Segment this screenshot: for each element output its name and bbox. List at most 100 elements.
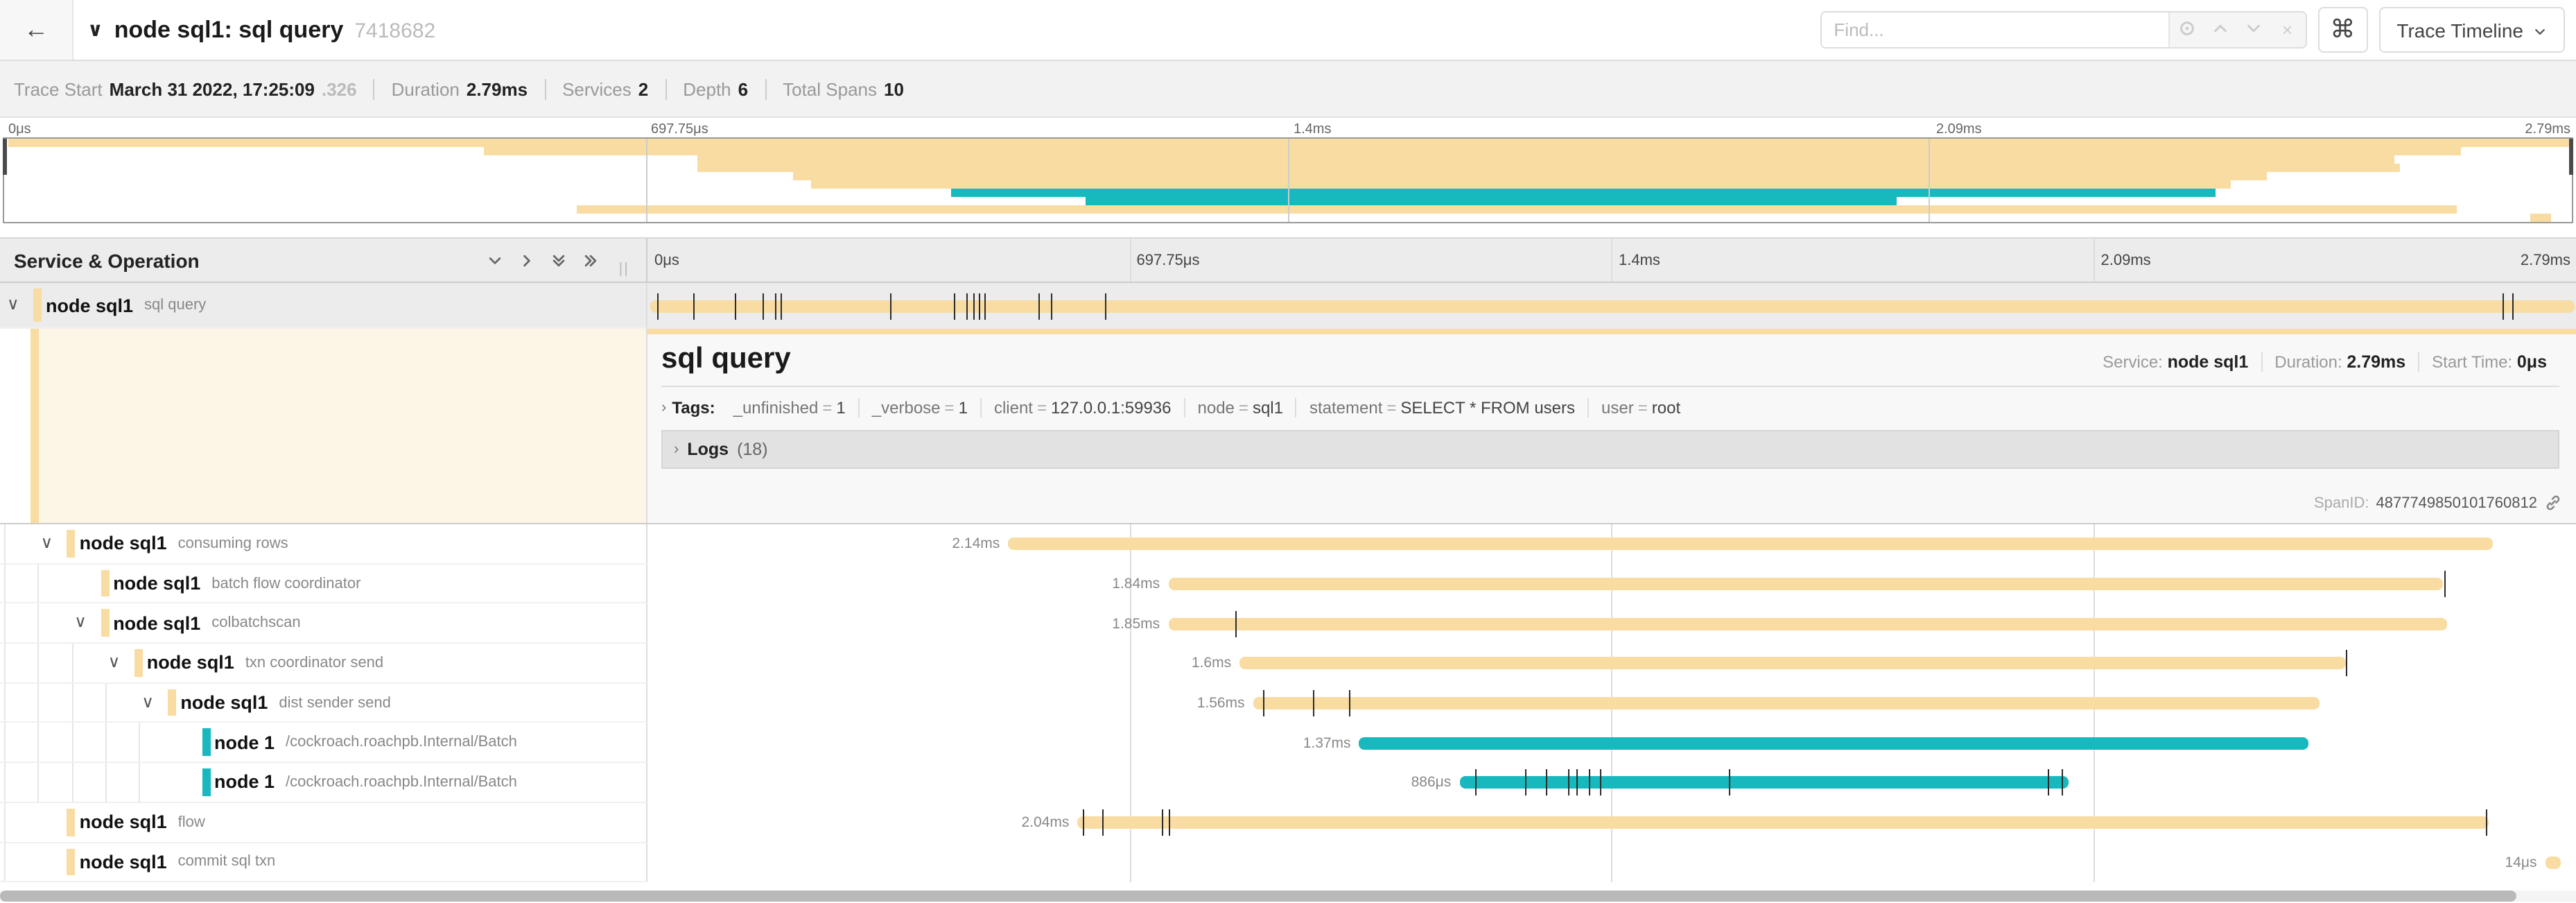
collapse-all-icon[interactable] [551, 252, 568, 268]
log-marker [1102, 809, 1104, 836]
span-bar-cell[interactable]: 1.84ms [647, 564, 2576, 604]
span-bar[interactable] [650, 300, 2575, 312]
span-color-bar [202, 728, 210, 757]
span-service-name: node sql1 [46, 295, 134, 316]
trace-id: 7418682 [354, 19, 436, 42]
span-bar[interactable] [1077, 816, 2489, 829]
log-marker [1262, 690, 1264, 717]
tag[interactable]: _unfinished = 1 [733, 398, 846, 418]
clear-find-icon[interactable]: × [2281, 19, 2292, 40]
log-marker [2444, 571, 2446, 598]
span-tree-row[interactable]: ∨ node sql1 sql query [0, 283, 647, 329]
log-marker [966, 293, 967, 319]
minimap-span-bar [697, 164, 2400, 172]
span-id-value: 4877749850101760812 [2376, 495, 2538, 511]
tag[interactable]: _verbose = 1 [858, 398, 980, 418]
span-row: node sql1 commit sql txn 14μs [0, 843, 2576, 883]
span-bar-cell[interactable]: 2.14ms [647, 524, 2576, 565]
tags-row[interactable]: › Tags: _unfinished = 1 _verbose = 1 client = 12… [661, 398, 2559, 418]
tag[interactable]: statement = SELECT * FROM users [1295, 398, 1587, 418]
span-row: ∨ node sql1 colbatchscan 1.85ms [0, 603, 2576, 644]
span-bar-cell[interactable]: 1.85ms [647, 603, 2576, 644]
log-marker [1349, 690, 1351, 717]
trace-depth: Depth 6 [665, 78, 765, 99]
span-bar[interactable] [1459, 776, 2069, 789]
minimap-left-handle[interactable] [3, 139, 7, 175]
tag[interactable]: user = root [1587, 398, 1693, 418]
span-bar-cell[interactable]: 886μs [647, 763, 2576, 803]
chevron-down-icon[interactable]: ∨ [74, 612, 87, 632]
chevron-down-icon[interactable]: ∨ [7, 294, 19, 313]
span-bar[interactable] [1008, 538, 2494, 551]
chevron-down-icon[interactable]: ∨ [141, 691, 154, 712]
span-bar[interactable] [2545, 856, 2561, 869]
span-detail-title: sql query [661, 343, 791, 375]
span-tree-row[interactable]: node 1/cockroach.roachpb.Internal/Batch [0, 723, 647, 764]
span-bar-cell[interactable] [647, 283, 2576, 329]
log-marker [984, 293, 986, 319]
chevron-down-icon[interactable]: ∨ [107, 651, 121, 671]
trace-title-toggle[interactable]: ∨ node sql1: sql query 7418682 [73, 16, 435, 44]
span-service-name: node sql1 [79, 811, 167, 833]
keyboard-shortcuts-button[interactable]: ⌘ [2317, 7, 2368, 53]
span-tree-row[interactable]: ∨ node sql1 colbatchscan [0, 603, 647, 644]
span-bar[interactable] [1168, 617, 2447, 630]
span-tree-row[interactable]: node sql1 flow [0, 802, 647, 843]
trace-start: Trace Start March 31 2022, 17:25:09.326 [14, 78, 357, 99]
service-operation-header: Service & Operation [14, 249, 200, 271]
span-operation-name: colbatchscan [211, 614, 301, 632]
next-result-icon[interactable] [2244, 19, 2263, 41]
span-bar[interactable] [1239, 657, 2347, 670]
column-resize-grip[interactable]: || [618, 261, 629, 277]
span-duration-label: 1.85ms [1112, 615, 1160, 633]
search-input[interactable] [1821, 12, 2168, 47]
tag[interactable]: node = sql1 [1183, 398, 1296, 418]
span-bar-cell[interactable]: 2.04ms [647, 802, 2576, 843]
span-bar[interactable] [1359, 737, 2308, 750]
trace-services: Services 2 [544, 78, 665, 99]
log-marker [1576, 769, 1578, 796]
collapse-one-icon[interactable] [487, 252, 504, 268]
ruler-tick: 2.09ms [2100, 252, 2151, 268]
span-tree-row[interactable]: node sql1 commit sql txn [0, 843, 647, 883]
chevron-down-icon [2535, 28, 2545, 35]
copy-link-icon[interactable] [2544, 494, 2562, 512]
timeline-ruler: 0μs 697.75μs 1.4ms 2.09ms 2.79ms [647, 239, 2576, 282]
expand-all-icon[interactable] [583, 252, 600, 268]
span-bar-cell[interactable]: 1.37ms [647, 723, 2576, 764]
find-group: × [1820, 11, 2307, 49]
span-operation-name: dist sender send [279, 694, 391, 712]
log-marker [1600, 769, 1602, 796]
tag[interactable]: client = 127.0.0.1:59936 [980, 398, 1184, 418]
ruler-tick: 0μs [8, 122, 31, 137]
span-tree-row[interactable]: ∨ node sql1 txn coordinator send [0, 644, 647, 684]
expand-one-icon[interactable] [519, 252, 536, 268]
horizontal-scrollbar[interactable] [0, 891, 2576, 902]
prev-result-icon[interactable] [2211, 19, 2230, 41]
span-bar-cell[interactable]: 1.56ms [647, 683, 2576, 723]
scrollbar-thumb[interactable] [0, 891, 2517, 902]
span-bar[interactable] [1253, 697, 2320, 710]
span-service-name: node sql1 [146, 652, 234, 673]
tags-label: Tags: [672, 398, 715, 418]
span-tree-row[interactable]: node 1/cockroach.roachpb.Internal/Batch [0, 763, 647, 803]
trace-minimap[interactable] [3, 137, 2573, 223]
logs-toggle[interactable]: › Logs (18) [661, 430, 2559, 469]
span-bar-cell[interactable]: 1.6ms [647, 644, 2576, 684]
trace-view-dropdown[interactable]: Trace Timeline [2378, 7, 2565, 53]
indent-guide [139, 763, 141, 802]
span-tree-row[interactable]: ∨ node sql1 consuming rows [0, 524, 647, 565]
minimap-span-bar [810, 180, 2231, 189]
span-tree-row[interactable]: node sql1 batch flow coordinator [0, 564, 647, 604]
span-duration-label: 2.04ms [1021, 814, 1070, 832]
back-button[interactable]: ← [0, 0, 73, 60]
minimap-right-handle[interactable] [2569, 139, 2573, 175]
chevron-right-icon: › [661, 399, 667, 416]
span-bar[interactable] [1168, 578, 2443, 591]
locate-icon[interactable] [2177, 19, 2197, 41]
span-bar-cell[interactable]: 14μs [647, 843, 2576, 883]
log-marker [1104, 293, 1106, 319]
chevron-down-icon[interactable]: ∨ [40, 532, 53, 552]
span-tree-row[interactable]: ∨ node sql1 dist sender send [0, 683, 647, 723]
